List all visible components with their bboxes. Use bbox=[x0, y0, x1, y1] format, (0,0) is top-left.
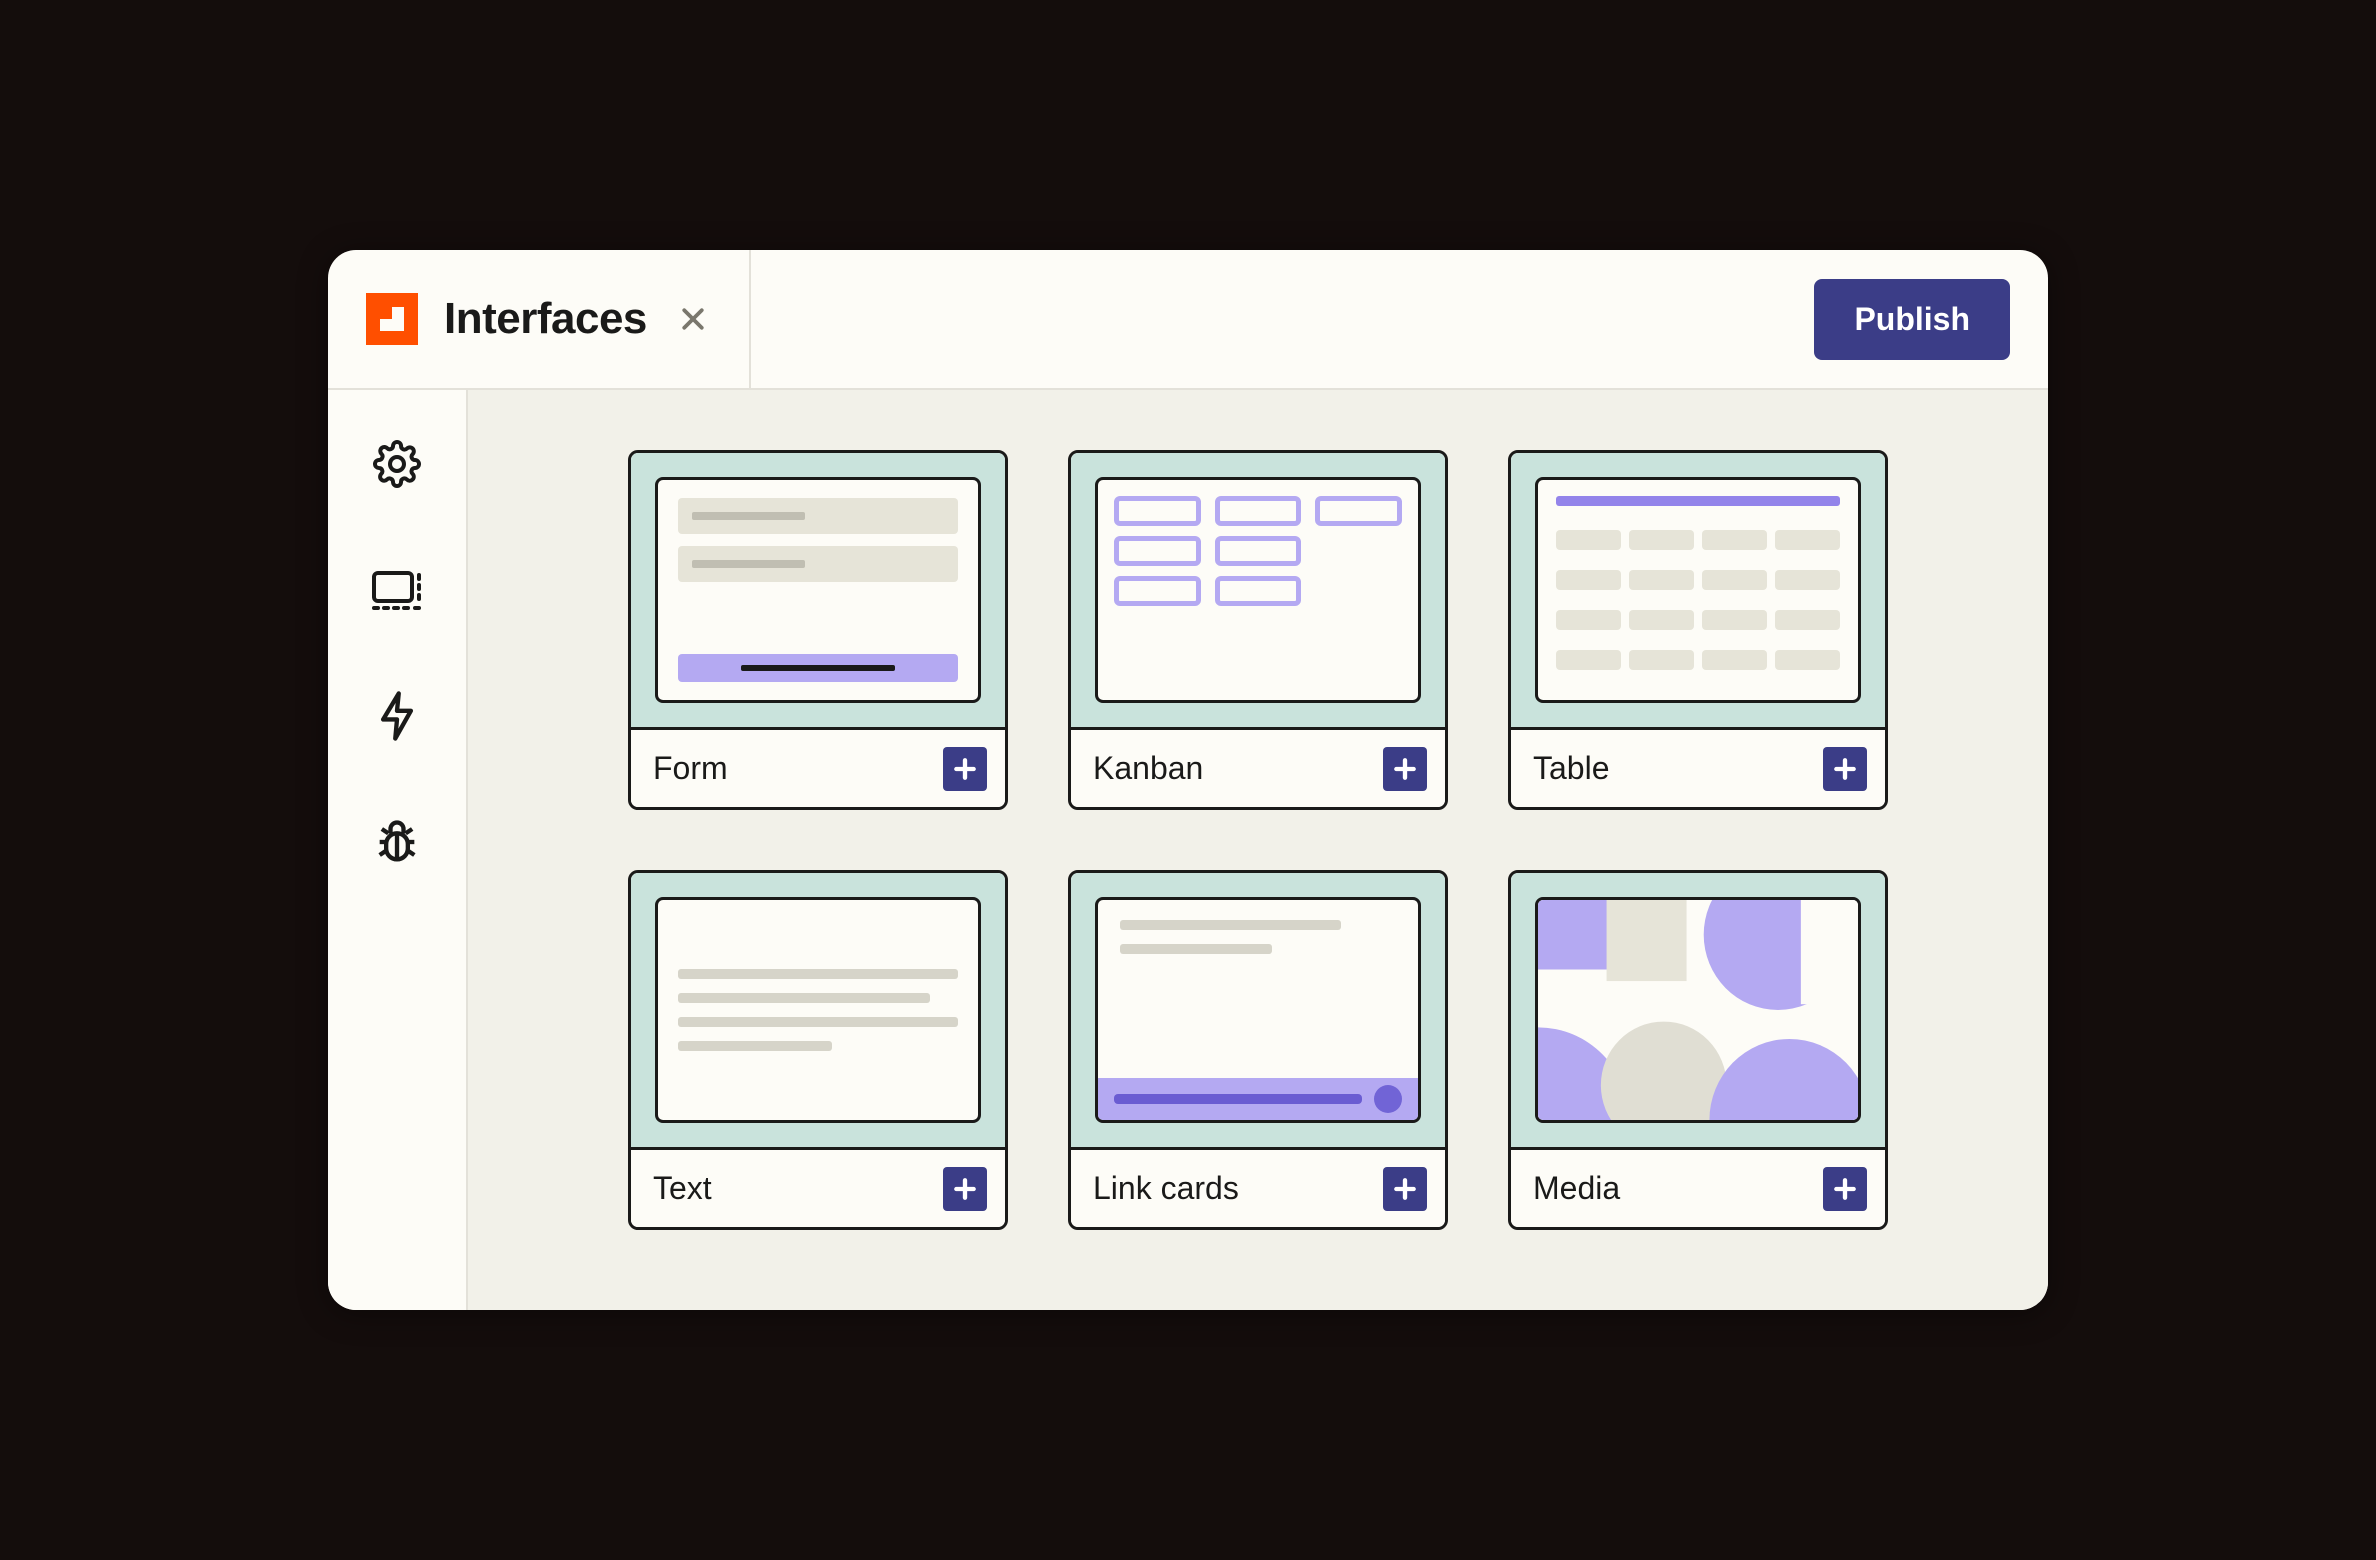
add-form-button[interactable] bbox=[943, 747, 987, 791]
kanban-preview-icon bbox=[1095, 477, 1421, 703]
card-link-cards[interactable]: Link cards bbox=[1068, 870, 1448, 1230]
close-tab-button[interactable] bbox=[673, 299, 713, 339]
card-preview bbox=[1511, 873, 1885, 1147]
card-footer: Text bbox=[631, 1147, 1005, 1227]
card-label: Media bbox=[1533, 1170, 1620, 1207]
publish-button[interactable]: Publish bbox=[1814, 279, 2010, 360]
card-text[interactable]: Text bbox=[628, 870, 1008, 1230]
header-tab: Interfaces bbox=[328, 250, 751, 388]
plus-icon bbox=[1832, 756, 1858, 782]
form-preview-icon bbox=[655, 477, 981, 703]
plus-icon bbox=[1832, 1176, 1858, 1202]
media-preview-icon bbox=[1535, 897, 1861, 1123]
header: Interfaces Publish bbox=[328, 250, 2048, 390]
sidebar-item-layout[interactable] bbox=[369, 562, 425, 618]
bolt-icon bbox=[376, 690, 418, 742]
app-window: Interfaces Publish bbox=[328, 250, 2048, 1310]
sidebar-item-settings[interactable] bbox=[369, 436, 425, 492]
add-kanban-button[interactable] bbox=[1383, 747, 1427, 791]
add-link-cards-button[interactable] bbox=[1383, 1167, 1427, 1211]
card-preview bbox=[1071, 873, 1445, 1147]
sidebar-item-debug[interactable] bbox=[369, 814, 425, 870]
card-preview bbox=[1071, 453, 1445, 727]
component-grid: Form bbox=[548, 450, 1968, 1230]
table-preview-icon bbox=[1535, 477, 1861, 703]
body: Form bbox=[328, 390, 2048, 1310]
sidebar bbox=[328, 390, 468, 1310]
layout-icon bbox=[371, 568, 423, 612]
card-footer: Form bbox=[631, 727, 1005, 807]
text-preview-icon bbox=[655, 897, 981, 1123]
add-table-button[interactable] bbox=[1823, 747, 1867, 791]
plus-icon bbox=[1392, 1176, 1418, 1202]
card-label: Table bbox=[1533, 750, 1610, 787]
add-text-button[interactable] bbox=[943, 1167, 987, 1211]
card-footer: Table bbox=[1511, 727, 1885, 807]
main-area: Form bbox=[468, 390, 2048, 1310]
card-preview bbox=[1511, 453, 1885, 727]
card-kanban[interactable]: Kanban bbox=[1068, 450, 1448, 810]
plus-icon bbox=[1392, 756, 1418, 782]
card-footer: Media bbox=[1511, 1147, 1885, 1227]
app-logo-icon bbox=[366, 293, 418, 345]
card-label: Link cards bbox=[1093, 1170, 1239, 1207]
plus-icon bbox=[952, 756, 978, 782]
close-icon bbox=[678, 304, 708, 334]
gear-icon bbox=[373, 440, 421, 488]
card-media[interactable]: Media bbox=[1508, 870, 1888, 1230]
linkcards-preview-icon bbox=[1095, 897, 1421, 1123]
add-media-button[interactable] bbox=[1823, 1167, 1867, 1211]
card-form[interactable]: Form bbox=[628, 450, 1008, 810]
card-table[interactable]: Table bbox=[1508, 450, 1888, 810]
plus-icon bbox=[952, 1176, 978, 1202]
card-preview bbox=[631, 453, 1005, 727]
bug-icon bbox=[371, 816, 423, 868]
card-footer: Kanban bbox=[1071, 727, 1445, 807]
card-label: Text bbox=[653, 1170, 712, 1207]
sidebar-item-automation[interactable] bbox=[369, 688, 425, 744]
card-label: Kanban bbox=[1093, 750, 1203, 787]
page-title: Interfaces bbox=[444, 294, 647, 344]
card-preview bbox=[631, 873, 1005, 1147]
card-footer: Link cards bbox=[1071, 1147, 1445, 1227]
card-label: Form bbox=[653, 750, 728, 787]
